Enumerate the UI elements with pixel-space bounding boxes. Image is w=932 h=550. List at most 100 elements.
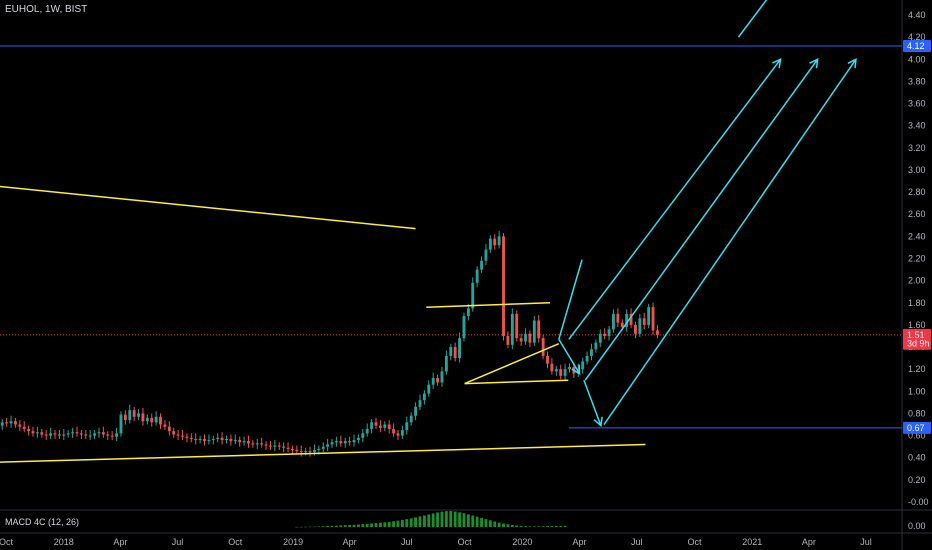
macd-bar xyxy=(493,521,497,527)
candle-body xyxy=(62,434,66,436)
candle-body xyxy=(506,335,510,345)
macd-bar xyxy=(392,521,396,527)
candle-body xyxy=(44,434,48,436)
x-tick-label: Jul xyxy=(631,537,643,547)
candle-body xyxy=(475,269,479,283)
candle-body xyxy=(189,437,193,439)
projection-arrow xyxy=(568,58,782,340)
candle-body xyxy=(181,435,184,437)
candle-body xyxy=(524,333,527,342)
candle-body xyxy=(497,236,501,246)
candle-body xyxy=(176,434,180,436)
trendline xyxy=(464,379,569,385)
candle-body xyxy=(123,414,127,421)
candle-body xyxy=(22,426,26,429)
candle-body xyxy=(31,431,35,434)
candle-body xyxy=(66,433,70,435)
candle-body xyxy=(321,446,325,449)
candle-body xyxy=(365,428,369,434)
macd-bar xyxy=(418,516,422,527)
candle-body xyxy=(598,333,602,343)
macd-bar xyxy=(409,518,413,527)
macd-bar xyxy=(458,512,461,527)
macd-bar xyxy=(497,522,501,527)
candle-body xyxy=(84,434,88,436)
candle-body xyxy=(651,307,655,331)
candle-body xyxy=(225,438,228,441)
candle-body xyxy=(563,369,567,376)
macd-bar xyxy=(356,524,360,527)
y-tick-label: 4.00 xyxy=(908,54,926,64)
candle-body xyxy=(13,421,17,425)
x-tick-label: Oct xyxy=(458,537,473,547)
candle-body xyxy=(339,441,343,444)
x-tick-label: Jul xyxy=(860,537,872,547)
y-tick-label: 2.20 xyxy=(908,254,926,264)
candle-body xyxy=(233,440,237,442)
macd-bar xyxy=(554,525,558,527)
x-tick-label: Oct xyxy=(687,537,702,547)
candle-body xyxy=(616,313,620,323)
candle-body xyxy=(207,440,211,442)
symbol-title: EUHOL, 1W, BIST xyxy=(5,4,88,15)
x-tick-label: 2020 xyxy=(512,537,532,547)
x-tick-label: Jul xyxy=(401,537,413,547)
candle-body xyxy=(374,422,378,426)
macd-bar xyxy=(427,514,431,527)
candle-body xyxy=(480,260,483,270)
candle-body xyxy=(444,355,448,372)
macd-bar xyxy=(519,525,523,527)
projection-arrow xyxy=(584,58,819,381)
y-tick-label: 3.20 xyxy=(908,143,926,153)
candle-body xyxy=(211,438,215,441)
candle-body xyxy=(370,422,374,429)
candle-body xyxy=(326,444,330,447)
y-tick-label: 0.40 xyxy=(908,453,926,463)
macd-bar xyxy=(387,521,391,527)
macd-bar xyxy=(374,523,378,527)
candle-body xyxy=(238,440,242,443)
candle-body xyxy=(484,249,488,261)
macd-bar xyxy=(326,526,330,527)
candle-body xyxy=(405,422,409,431)
candle-body xyxy=(313,449,316,453)
macd-bar xyxy=(304,526,308,528)
candle-body xyxy=(49,433,53,436)
candles xyxy=(0,230,659,457)
candle-body xyxy=(308,451,312,453)
macd-bar xyxy=(361,524,365,527)
candle-body xyxy=(167,426,171,432)
candle-body xyxy=(277,445,281,447)
candle-body xyxy=(436,378,439,383)
y-tick-label: 3.40 xyxy=(908,121,926,131)
candle-body xyxy=(154,416,158,423)
candle-body xyxy=(282,446,286,448)
macd-bar xyxy=(449,511,453,527)
macd-bar xyxy=(422,515,426,527)
candle-body xyxy=(590,349,593,356)
projection-arrow xyxy=(558,338,581,374)
candle-body xyxy=(642,318,646,325)
trendline xyxy=(0,185,416,230)
macd-bar xyxy=(444,511,448,527)
macd-indicator-label[interactable]: MACD 4C (12, 26) xyxy=(5,517,80,527)
candle-body xyxy=(541,338,545,356)
projection-arrow xyxy=(603,58,857,425)
candle-body xyxy=(392,428,396,434)
price-tag-text: 1.51 xyxy=(907,330,925,340)
candle-body xyxy=(343,441,347,444)
y-tick-label: 1.60 xyxy=(908,320,926,330)
y-tick-label: 1.00 xyxy=(908,386,926,396)
candle-body xyxy=(638,318,642,334)
x-axis: Oct 2018 Apr Jul Oct 2019 Apr Jul Oct 2020 Apr Jul O… xyxy=(0,537,872,547)
macd-bar xyxy=(400,519,404,527)
candle-body xyxy=(115,433,118,437)
candle-body xyxy=(163,424,167,427)
y-tick-label: 4.40 xyxy=(908,10,926,20)
macd-bar xyxy=(453,511,457,527)
candle-body xyxy=(27,428,31,432)
candle-body xyxy=(396,433,400,436)
